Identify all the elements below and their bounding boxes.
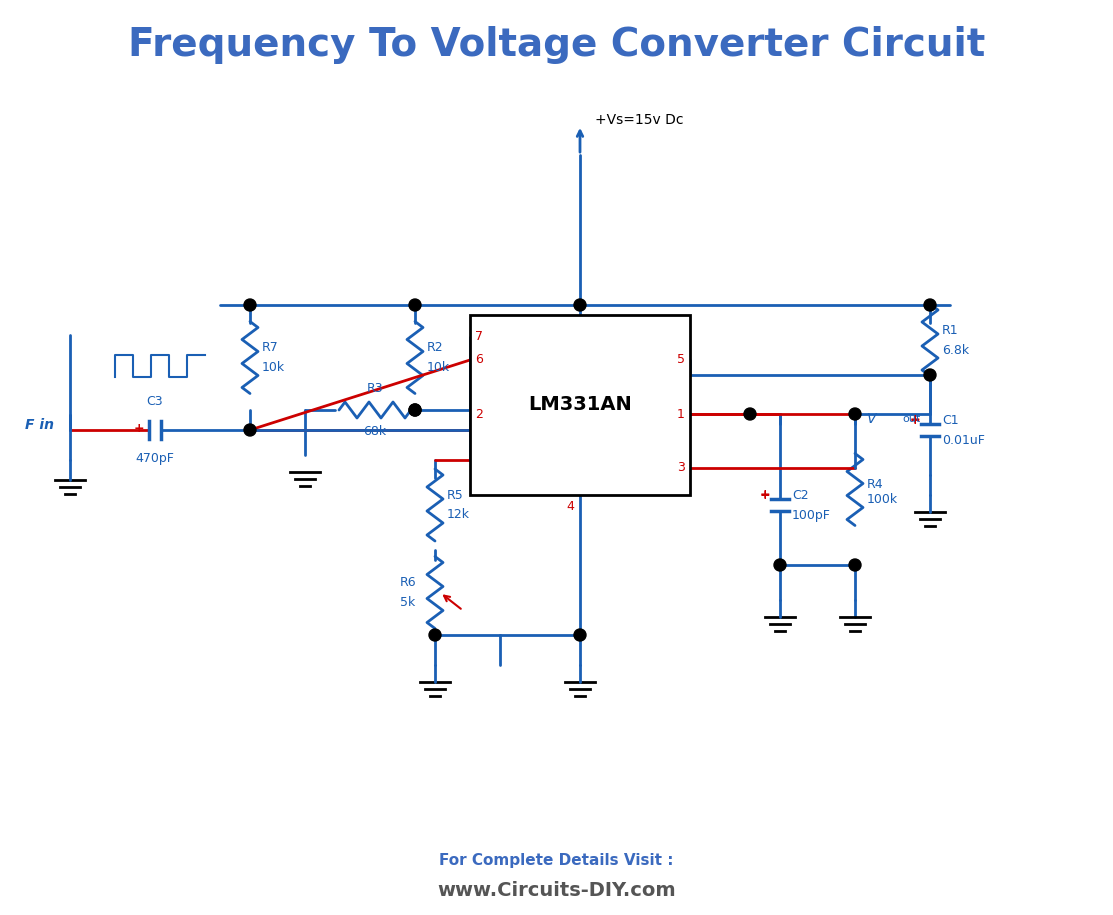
- Text: 4: 4: [567, 500, 574, 513]
- Text: 2: 2: [475, 407, 483, 421]
- Circle shape: [774, 559, 786, 571]
- Text: 12k: 12k: [447, 509, 470, 522]
- Text: +: +: [909, 413, 920, 425]
- Text: +: +: [760, 489, 770, 501]
- Circle shape: [849, 559, 861, 571]
- Circle shape: [408, 404, 421, 416]
- Text: 1: 1: [677, 407, 684, 421]
- Circle shape: [244, 299, 256, 311]
- Circle shape: [743, 408, 756, 420]
- Text: R5: R5: [447, 489, 464, 501]
- Text: 5: 5: [677, 353, 684, 367]
- Text: R2: R2: [427, 341, 444, 354]
- Text: out: out: [902, 414, 920, 424]
- Circle shape: [244, 424, 256, 436]
- Text: R1: R1: [942, 324, 958, 337]
- Text: R3: R3: [366, 382, 383, 395]
- Text: C2: C2: [792, 489, 809, 501]
- FancyBboxPatch shape: [470, 315, 690, 495]
- Circle shape: [574, 629, 587, 641]
- Text: 10k: 10k: [262, 361, 285, 374]
- Text: For Complete Details Visit :: For Complete Details Visit :: [440, 853, 673, 867]
- Text: 6: 6: [475, 353, 483, 367]
- Text: 3: 3: [677, 461, 684, 475]
- Text: 470pF: 470pF: [136, 452, 175, 465]
- Text: F in: F in: [24, 418, 55, 432]
- Text: 68k: 68k: [364, 425, 386, 438]
- Text: 5k: 5k: [400, 596, 415, 609]
- Circle shape: [408, 404, 421, 416]
- Text: V: V: [867, 412, 877, 426]
- Text: +: +: [909, 414, 920, 426]
- Circle shape: [574, 299, 587, 311]
- Text: 6.8k: 6.8k: [942, 343, 969, 357]
- Text: 0.01uF: 0.01uF: [942, 434, 985, 447]
- Circle shape: [408, 299, 421, 311]
- Text: R6: R6: [400, 576, 416, 589]
- Text: 100k: 100k: [867, 493, 898, 506]
- Text: +Vs=15v Dc: +Vs=15v Dc: [595, 113, 683, 127]
- Text: 100pF: 100pF: [792, 509, 831, 522]
- Circle shape: [849, 408, 861, 420]
- Text: R4: R4: [867, 478, 884, 491]
- Text: www.Circuits-DIY.com: www.Circuits-DIY.com: [437, 880, 676, 899]
- Text: Frequency To Voltage Converter Circuit: Frequency To Voltage Converter Circuit: [128, 26, 985, 64]
- Text: 7: 7: [475, 330, 483, 343]
- Circle shape: [924, 369, 936, 381]
- Text: +: +: [760, 488, 770, 501]
- Circle shape: [429, 629, 441, 641]
- Text: R7: R7: [262, 341, 278, 354]
- Circle shape: [924, 299, 936, 311]
- Text: +: +: [134, 422, 145, 435]
- Text: LM331AN: LM331AN: [529, 395, 632, 414]
- Text: 10k: 10k: [427, 361, 450, 374]
- Text: 8: 8: [577, 300, 584, 313]
- Text: C3: C3: [147, 395, 164, 408]
- Text: C1: C1: [942, 414, 958, 426]
